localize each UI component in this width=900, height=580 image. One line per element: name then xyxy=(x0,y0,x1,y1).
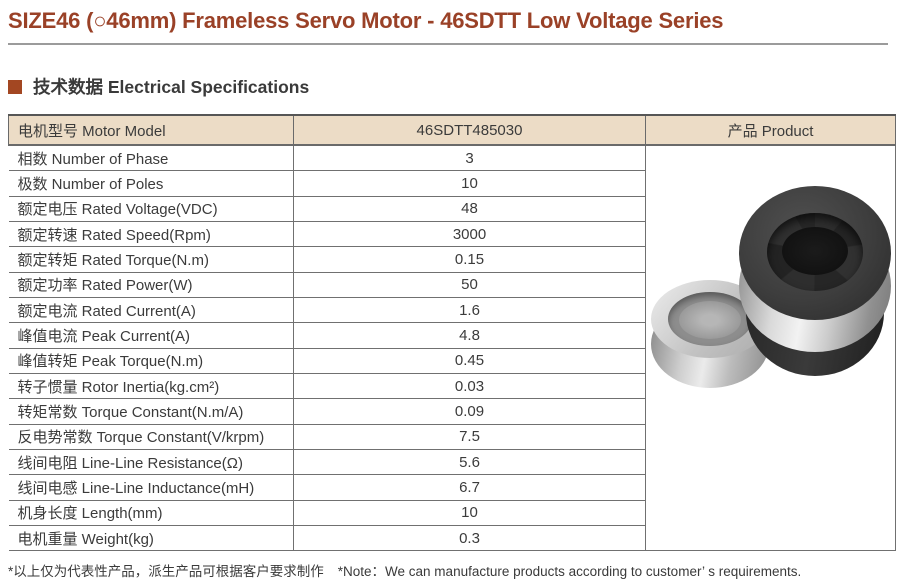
spec-label: 相数 Number of Phase xyxy=(8,145,294,172)
spec-value: 48 xyxy=(293,196,646,222)
section-heading-label: 技术数据 Electrical Specifications xyxy=(33,77,310,98)
stator-hole xyxy=(782,227,848,276)
spec-table-row: 电机重量 Weight(kg) 0.3 xyxy=(8,525,896,552)
page-title: SIZE46 (○46mm) Frameless Servo Motor - 4… xyxy=(8,8,724,33)
section-heading: 技术数据 Electrical Specifications xyxy=(8,74,894,99)
spec-table-row: 机身长度 Length(mm) 10 xyxy=(8,500,896,527)
col-header-motor-model: 电机型号 Motor Model xyxy=(8,114,294,147)
col-header-product: 产品 Product xyxy=(645,114,896,147)
spec-label: 机身长度 Length(mm) xyxy=(8,500,294,527)
spec-label: 峰值转矩 Peak Torque(N.m) xyxy=(8,348,294,374)
spec-value: 3000 xyxy=(293,221,646,248)
footnote-chinese: *以上仅为代表性产品，派生产品可根据客户要求制作 xyxy=(8,564,324,580)
spec-label: 线间电感 Line-Line Inductance(mH) xyxy=(8,474,294,501)
spec-label: 反电势常数 Torque Constant(V/krpm) xyxy=(8,424,294,451)
stator-ring-image xyxy=(739,186,891,380)
spec-table-row: 转子惯量 Rotor Inertia(kg.cm²) 0.03 xyxy=(8,373,896,400)
spec-label: 额定电流 Rated Current(A) xyxy=(8,297,294,324)
title-divider xyxy=(8,43,888,46)
spec-value: 10 xyxy=(293,500,646,527)
spec-value: 0.45 xyxy=(293,348,646,374)
spec-table-row: 转矩常数 Torque Constant(N.m/A) 0.09 xyxy=(8,398,896,425)
footnote-english: *Note：We can manufacture products accord… xyxy=(337,564,802,580)
spec-table-body: 相数 Number of Phase 3 极数 Number of Poles 10… xyxy=(8,145,896,552)
spec-label: 额定转速 Rated Speed(Rpm) xyxy=(8,221,294,248)
spec-label: 额定功率 Rated Power(W) xyxy=(8,272,294,298)
spec-table-row: 额定电压 Rated Voltage(VDC) 48 xyxy=(8,196,896,222)
spec-table-row: 线间电阻 Line-Line Resistance(Ω) 5.6 xyxy=(8,449,896,476)
spec-table-row: 额定电流 Rated Current(A) 1.6 xyxy=(8,297,896,324)
spec-header-row: 电机型号 Motor Model 46SDTT485030 产品 Product xyxy=(8,114,896,147)
rotor-hole xyxy=(679,301,741,340)
spec-label: 额定电压 Rated Voltage(VDC) xyxy=(8,196,294,222)
product-photo-cell xyxy=(645,145,896,552)
footnote: *以上仅为代表性产品，派生产品可根据客户要求制作 *Note：We can ma… xyxy=(8,560,894,580)
spec-table-row: 相数 Number of Phase 3 xyxy=(8,145,896,552)
spec-value: 0.3 xyxy=(293,525,646,552)
spec-label: 额定转矩 Rated Torque(N.m) xyxy=(8,246,294,273)
spec-table-row: 峰值转矩 Peak Torque(N.m) 0.45 xyxy=(8,348,896,374)
spec-value: 50 xyxy=(293,272,646,298)
product-photo xyxy=(646,146,894,550)
spec-value: 5.6 xyxy=(293,449,646,476)
spec-value: 1.6 xyxy=(293,297,646,324)
spec-table-row: 额定转速 Rated Speed(Rpm) 3000 xyxy=(8,221,896,248)
col-header-model-number: 46SDTT485030 xyxy=(293,114,646,147)
spec-value: 7.5 xyxy=(293,424,646,451)
electrical-specifications-table: 电机型号 Motor Model 46SDTT485030 产品 Product… xyxy=(8,114,896,552)
spec-table-row: 线间电感 Line-Line Inductance(mH) 6.7 xyxy=(8,474,896,501)
spec-value: 0.15 xyxy=(293,246,646,273)
spec-value: 3 xyxy=(293,145,646,172)
spec-table-row: 额定功率 Rated Power(W) 50 xyxy=(8,272,896,298)
spec-label: 线间电阻 Line-Line Resistance(Ω) xyxy=(8,449,294,476)
spec-label: 转子惯量 Rotor Inertia(kg.cm²) xyxy=(8,373,294,400)
spec-table-row: 反电势常数 Torque Constant(V/krpm) 7.5 xyxy=(8,424,896,451)
spec-label: 极数 Number of Poles xyxy=(8,170,294,197)
spec-label: 电机重量 Weight(kg) xyxy=(8,525,294,552)
spec-table-row: 额定转矩 Rated Torque(N.m) 0.15 xyxy=(8,246,896,273)
spec-table-header: 电机型号 Motor Model 46SDTT485030 产品 Product xyxy=(8,114,896,147)
spec-value: 4.8 xyxy=(293,322,646,349)
spec-table-row: 峰值电流 Peak Current(A) 4.8 xyxy=(8,322,896,349)
spec-label: 峰值电流 Peak Current(A) xyxy=(8,322,294,349)
spec-label: 转矩常数 Torque Constant(N.m/A) xyxy=(8,398,294,425)
section-bullet-square-icon xyxy=(8,79,22,94)
spec-value: 6.7 xyxy=(293,474,646,501)
spec-value: 0.09 xyxy=(293,398,646,425)
spec-value: 0.03 xyxy=(293,373,646,400)
spec-value: 10 xyxy=(293,170,646,197)
spec-table-row: 极数 Number of Poles 10 xyxy=(8,170,896,197)
